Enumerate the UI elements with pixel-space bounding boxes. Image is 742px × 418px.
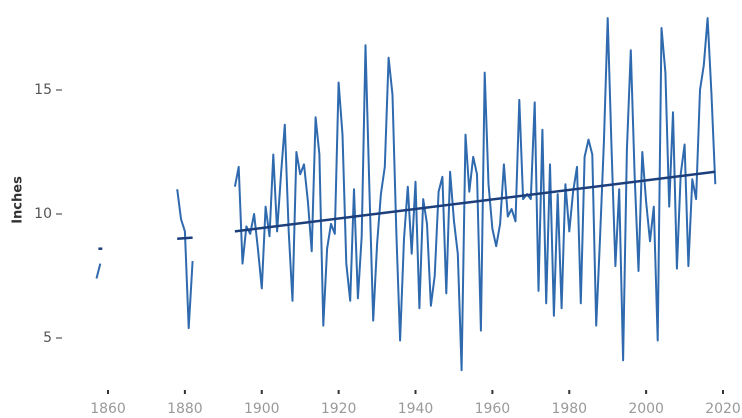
x-tick-label: 1860 — [90, 401, 126, 417]
x-tick-label: 1960 — [475, 401, 511, 417]
y-tick-label: 15 — [34, 82, 52, 98]
y-axis-label: Inches — [11, 176, 26, 224]
x-tick-label: 1880 — [167, 401, 203, 417]
x-tick-label: 1920 — [321, 401, 357, 417]
y-tick-label: 5 — [43, 330, 52, 346]
trend-line — [234, 170, 716, 233]
x-tick-label: 2000 — [628, 401, 664, 417]
x-tick-label: 1940 — [398, 401, 434, 417]
data-line — [95, 17, 717, 372]
trend-line — [177, 236, 193, 241]
x-tick-label: 2020 — [705, 401, 741, 417]
x-tick-label: 1980 — [551, 401, 587, 417]
x-tick-label: 1900 — [244, 401, 280, 417]
y-tick-label: 10 — [34, 206, 52, 222]
